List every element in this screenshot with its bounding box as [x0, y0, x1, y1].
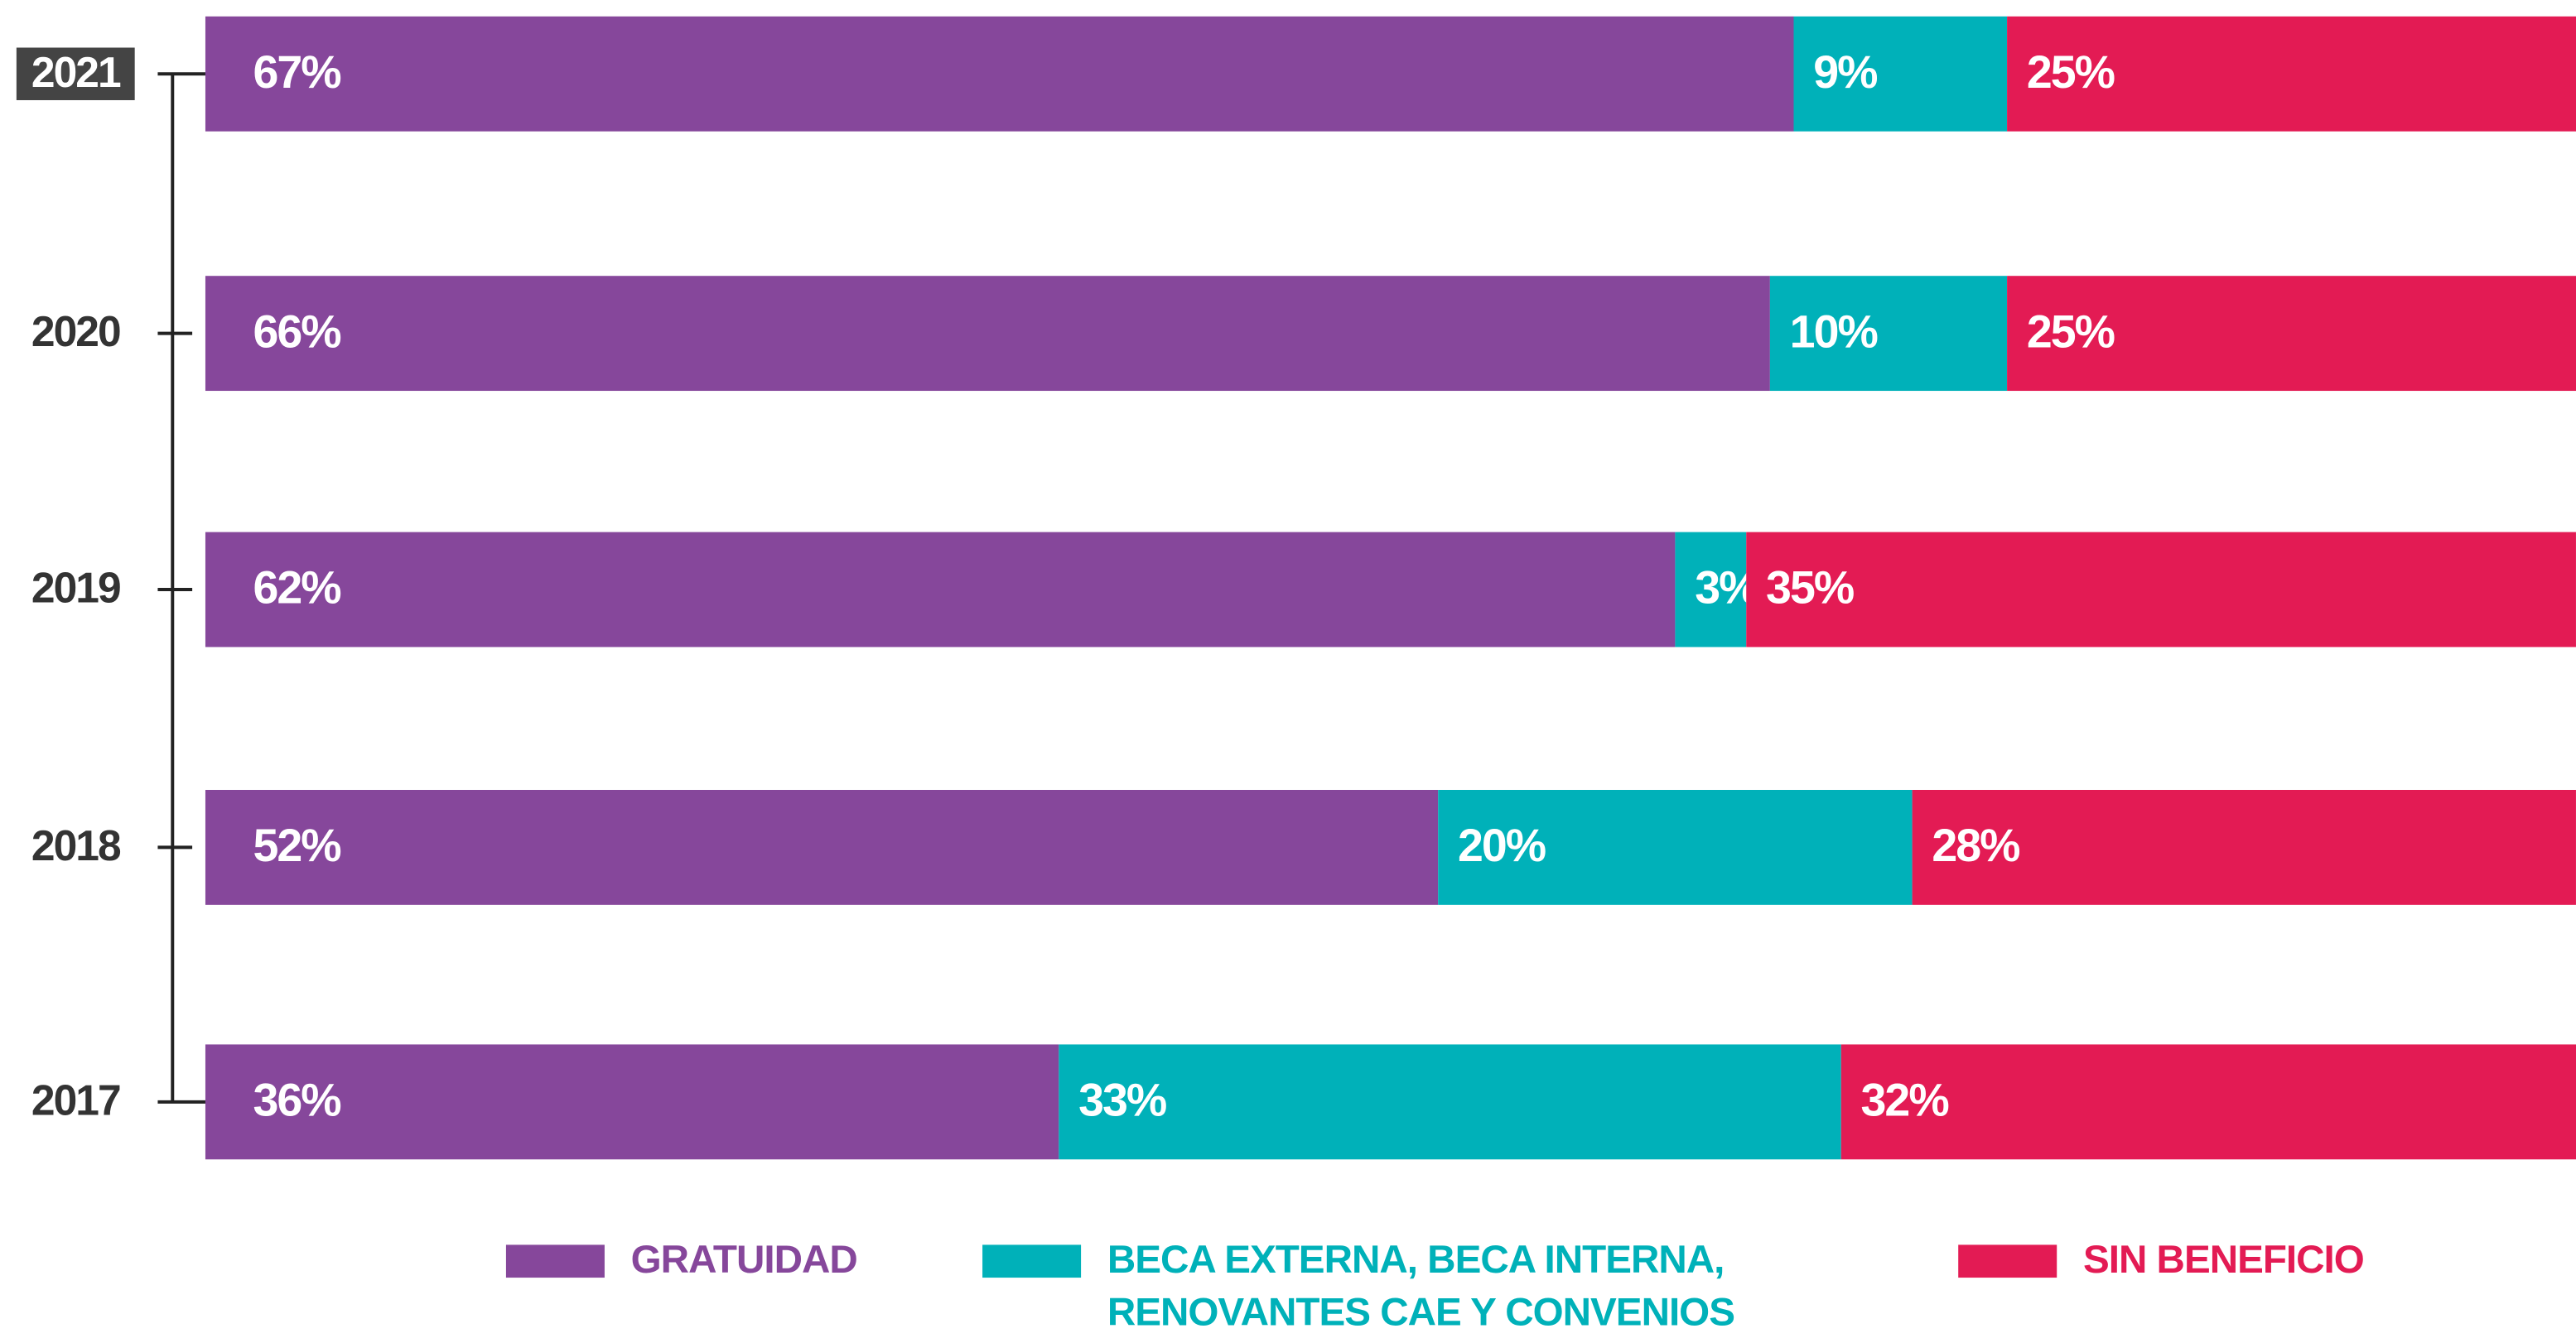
y-tick-label: 2020 [31, 307, 120, 355]
data-label: 32% [1861, 1074, 1949, 1125]
data-label: 25% [2027, 46, 2115, 98]
bar-segment [2007, 16, 2576, 132]
data-label: 52% [253, 820, 340, 871]
legend-label: BECA EXTERNA, BECA INTERNA, RENOVANTES C… [1107, 1238, 1735, 1336]
bar-segment [205, 276, 1770, 392]
legend-swatch [505, 1244, 605, 1278]
data-label: 35% [1766, 562, 1854, 614]
legend-label: GRATUIDAD [630, 1238, 858, 1283]
legend: GRATUIDAD BECA EXTERNA, BECA INTERNA, REN… [505, 1238, 2365, 1336]
bar-segment [1769, 276, 2008, 392]
bar-segment [1840, 1044, 2576, 1160]
data-label: 33% [1078, 1074, 1166, 1125]
legend-label-box: BECA EXTERNA, BECA INTERNA, RENOVANTES C… [1107, 1238, 1735, 1336]
y-tick-label: 2021 [31, 48, 121, 96]
bar-segment [1793, 16, 2008, 132]
legend-label-box: SIN BENEFICIO [2082, 1238, 2365, 1283]
data-label: 9% [1813, 46, 1877, 98]
bar-segment [1746, 532, 2576, 647]
data-label: 66% [253, 306, 340, 357]
bar-segment [205, 532, 1676, 647]
data-label: 36% [253, 1074, 340, 1125]
bar-segment [1675, 532, 1747, 647]
y-tick-label: 2019 [31, 564, 120, 612]
plot-area: 67% 9% 25%66% 10% 25%62% 3% 35%52% 20% 28%36% 33%… [205, 16, 2576, 1160]
data-label: 10% [1790, 306, 1878, 357]
bar-segment [205, 1044, 1059, 1160]
data-label: 25% [2027, 306, 2115, 357]
legend-label-box: GRATUIDAD [630, 1238, 858, 1283]
legend-label: SIN BENEFICIO [2082, 1238, 2365, 1283]
year-highlight [16, 47, 135, 100]
data-label: 67% [253, 46, 340, 98]
bar-segment [205, 790, 1439, 905]
bar-segment [1438, 790, 1913, 905]
bar-segment [1059, 1044, 1841, 1160]
axis: 2021 2020 2019 2018 2017 [16, 47, 205, 1124]
bar-segment [2007, 276, 2576, 392]
bar-segment [205, 16, 1794, 132]
data-label: 20% [1458, 820, 1546, 871]
data-label: 28% [1932, 820, 2019, 871]
legend-swatch [1958, 1244, 2057, 1278]
bar-segment [1912, 790, 2576, 905]
y-tick-label: 2017 [31, 1076, 120, 1124]
legend-swatch [982, 1244, 1082, 1278]
y-tick-label: 2018 [31, 821, 121, 869]
data-label: 62% [253, 562, 340, 614]
